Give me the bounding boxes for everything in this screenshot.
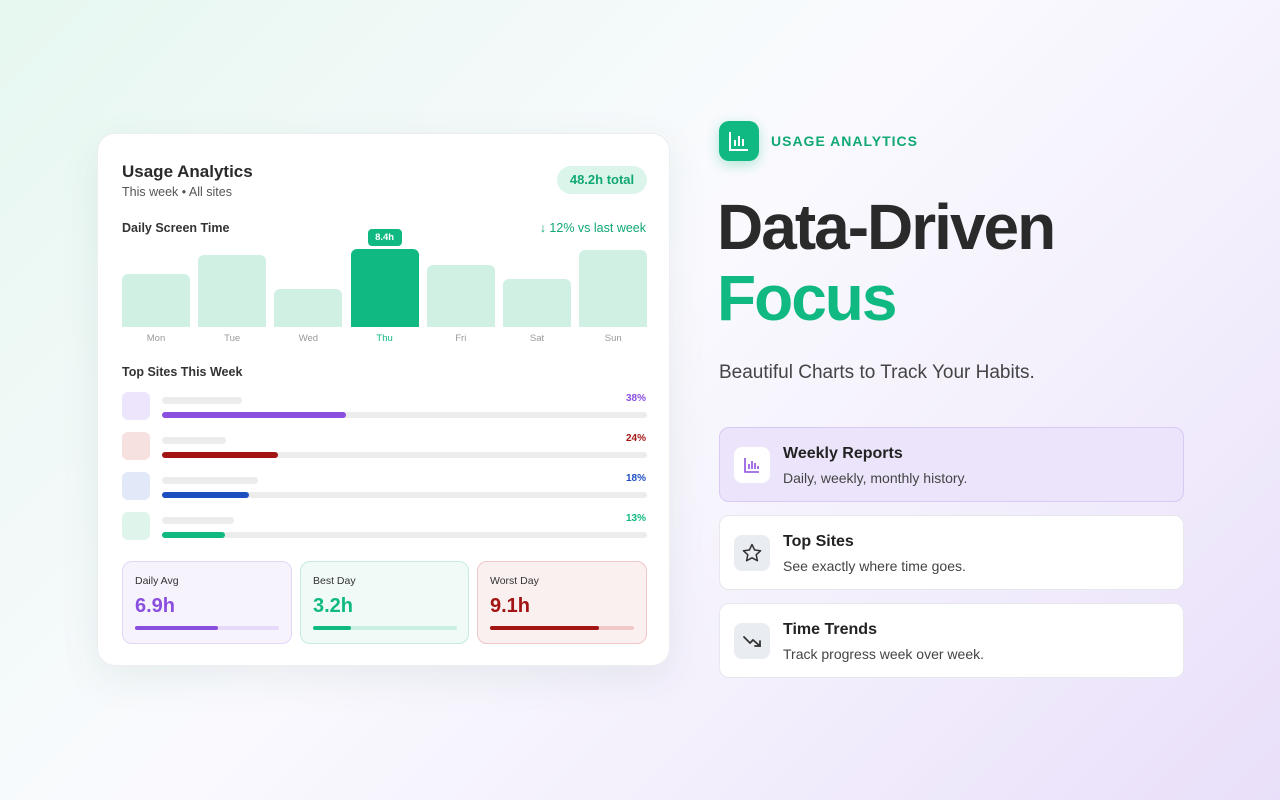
stat-value: 9.1h [490, 595, 531, 617]
hero-subtitle: Beautiful Charts to Track Your Habits. [719, 362, 1035, 383]
feature-icon [734, 623, 770, 659]
x-tick-label: Mon [146, 333, 166, 344]
chart-annotation: ↓ 12% vs last week [539, 221, 646, 235]
icon [742, 543, 762, 562]
x-tick-label: Wed [298, 333, 319, 344]
stat-value: 6.9h [135, 595, 176, 617]
site-track [162, 532, 647, 538]
x-tick-label: Thu [376, 333, 393, 344]
feature-title: Top Sites [783, 533, 854, 550]
value-label: 8.4h [367, 229, 402, 246]
site-icon [122, 472, 150, 500]
site-percent: 24% [625, 433, 646, 444]
stat-card [300, 561, 469, 644]
site-track [162, 452, 647, 458]
stat-card [122, 561, 292, 644]
card-title: Usage Analytics [122, 162, 253, 181]
bar [350, 249, 419, 327]
feature-description: See exactly where time goes. [783, 558, 966, 574]
site-icon [122, 432, 150, 460]
bar [198, 254, 267, 327]
site-percent: 38% [625, 393, 646, 404]
bar [274, 288, 343, 327]
bar [579, 249, 648, 327]
stat-label: Best Day [313, 575, 356, 587]
x-tick-label: Sun [604, 333, 622, 344]
site-percent: 13% [625, 513, 646, 524]
site-name-placeholder [162, 397, 242, 404]
feature-description: Track progress week over week. [783, 646, 984, 662]
bar [426, 264, 495, 327]
site-name-placeholder [162, 437, 226, 444]
feature-card[interactable]: Weekly Reports Daily, weekly, monthly hi… [719, 427, 1184, 502]
stat-bar [313, 626, 352, 630]
stat-card [477, 561, 647, 644]
x-tick-label: Tue [224, 333, 241, 344]
x-tick-label: Fri [455, 333, 467, 344]
site-icon [122, 512, 150, 540]
x-tick-label: Sat [529, 333, 545, 344]
site-percent: 18% [625, 473, 646, 484]
stat-label: Worst Day [490, 575, 539, 587]
hero-title: Data-Driven [717, 191, 1056, 263]
stat-bar [135, 626, 218, 630]
hero-title-accent: Focus [717, 262, 897, 334]
site-bar [162, 452, 279, 458]
feature-title: Time Trends [783, 621, 877, 638]
card-subtitle: This week • All sites [122, 185, 232, 199]
chart-title: Daily Screen Time [122, 221, 230, 235]
site-track [162, 412, 647, 418]
feature-title: Weekly Reports [783, 445, 903, 462]
site-name-placeholder [162, 477, 258, 484]
total-pill: 48.2h total [557, 166, 647, 194]
feature-description: Daily, weekly, monthly history. [783, 470, 968, 486]
site-bar [162, 532, 226, 538]
site-bar [162, 412, 347, 418]
stat-label: Daily Avg [135, 575, 179, 587]
site-bar [162, 492, 250, 498]
badge-text: USAGE ANALYTICS [771, 133, 918, 149]
chart-icon [729, 132, 748, 151]
analytics-card: Usage Analytics This week • All sites 48… [97, 133, 670, 666]
stat-bar [490, 626, 600, 630]
top-sites-title: Top Sites This Week [122, 365, 243, 379]
feature-card[interactable]: Time Trends Track progress week over wee… [719, 603, 1184, 678]
site-icon [122, 392, 150, 420]
site-track [162, 492, 647, 498]
stat-track [313, 626, 457, 630]
bar [503, 278, 571, 327]
bar [122, 274, 190, 327]
feature-card[interactable]: Top Sites See exactly where time goes. [719, 515, 1184, 590]
feature-icon [734, 535, 770, 571]
site-name-placeholder [162, 517, 234, 524]
feature-icon [734, 447, 770, 483]
icon [743, 636, 761, 647]
stat-value: 3.2h [313, 595, 354, 617]
badge-icon [719, 121, 759, 161]
icon [744, 458, 759, 473]
